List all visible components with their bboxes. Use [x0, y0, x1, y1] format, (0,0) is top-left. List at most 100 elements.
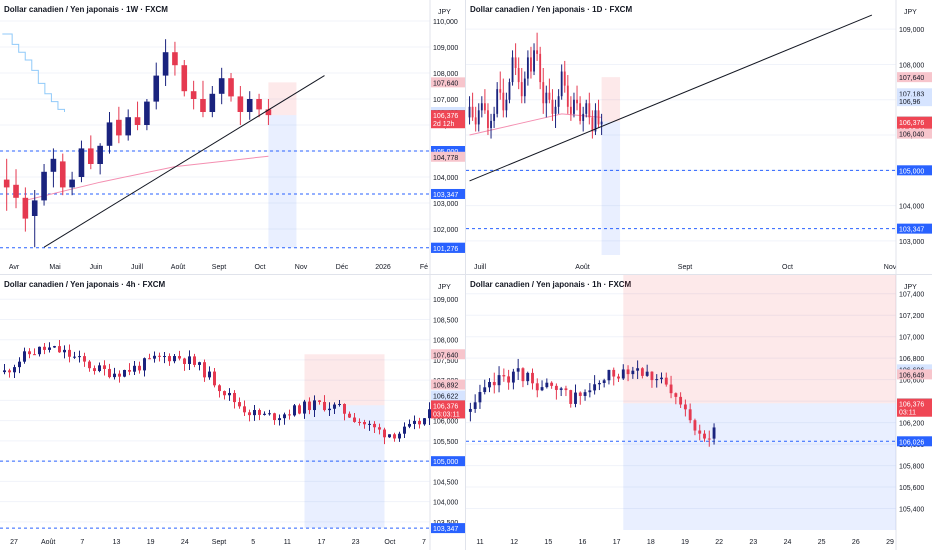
candle-body [594, 110, 597, 132]
candle-body [58, 346, 61, 353]
candle-body [138, 365, 141, 371]
price-tag-label: 106,622 [433, 393, 458, 400]
candle-body [428, 409, 431, 419]
candle-body [408, 423, 411, 427]
candle-body [502, 92, 505, 111]
x-tick-label: Fé [420, 264, 428, 271]
candle-body [248, 412, 251, 416]
x-tick-label: 12 [510, 539, 518, 546]
price-tag-label: 106,649 [899, 372, 924, 379]
candle-body [593, 384, 597, 391]
candle-body [243, 406, 246, 413]
chart-panel-1h[interactable]: Dollar canadien / Yen japonais · 1h · FX… [466, 275, 932, 550]
stop-zone [268, 82, 297, 116]
price-tag-label: 106,376 [899, 120, 924, 127]
candle-body [626, 369, 630, 375]
candle-body [564, 388, 568, 391]
candle-body [536, 50, 539, 54]
candle-body [238, 402, 241, 407]
candle-body [41, 171, 47, 201]
candle-body [576, 99, 578, 104]
candle-body [474, 117, 477, 125]
price-tag-bg [897, 72, 932, 83]
trendline [469, 14, 873, 182]
chart-panel-4h[interactable]: Dollar canadien / Yen japonais · 4h · FX… [0, 275, 466, 550]
chart-4h-canvas[interactable]: 109,000108,500108,000107,500107,000106,5… [0, 275, 466, 550]
price-tag-bg [897, 369, 932, 380]
candle-body [69, 179, 75, 188]
x-tick-label: Déc [336, 264, 349, 271]
price-tag-label: 106,376 [433, 403, 458, 410]
x-tick-label: 23 [749, 539, 757, 546]
candle-body [468, 106, 471, 118]
candle-body [607, 369, 611, 381]
price-tag-bg [897, 436, 932, 447]
price-tag-label: 107,183 [899, 91, 924, 98]
chart-1d-canvas[interactable]: 109,000108,000107,000106,000105,000104,0… [466, 0, 932, 275]
chart-1w-canvas[interactable]: 110,000109,000108,000107,000106,000105,0… [0, 0, 466, 275]
chart-title: Dollar canadien / Yen japonais · 1W · FX… [4, 5, 168, 14]
candle-body [496, 89, 499, 114]
x-tick-label: 26 [852, 539, 860, 546]
candle-body [540, 387, 544, 391]
candle-body [550, 382, 554, 386]
candle-body [621, 369, 625, 379]
candle-body [162, 52, 169, 76]
candle-body [693, 420, 697, 431]
candle-body [68, 349, 71, 357]
candle-body [551, 99, 554, 114]
x-tick-label: Mai [49, 264, 61, 271]
candle-body [493, 113, 496, 121]
candle-body [59, 161, 66, 188]
candle-body [703, 433, 706, 439]
candle-body [125, 117, 131, 136]
candle-body [511, 57, 514, 83]
y-tick-label: 105,800 [899, 464, 924, 471]
candle-body [507, 376, 511, 383]
candle-body [477, 110, 480, 125]
chart-1h-canvas[interactable]: 107,400107,200107,000106,800106,600106,4… [466, 275, 932, 550]
candle-body [688, 409, 692, 421]
candle-body [168, 356, 171, 362]
candle-body [78, 148, 85, 177]
candle-body [23, 351, 26, 362]
candle-body [582, 113, 585, 121]
candle-body [490, 120, 492, 128]
candle-body [483, 387, 487, 393]
candle-body [33, 354, 36, 356]
candle-body [563, 71, 566, 86]
candle-body [526, 372, 530, 382]
chart-panel-1w[interactable]: Dollar canadien / Yen japonais · 1W · FX… [0, 0, 466, 275]
candle-body [288, 414, 291, 416]
candle-body [497, 375, 501, 386]
candle-body [283, 414, 286, 419]
x-tick-label: 5 [251, 539, 255, 546]
x-tick-label: Août [575, 264, 589, 271]
candle-body [588, 103, 591, 118]
y-tick-label: 104,000 [433, 175, 458, 182]
price-tag-label: 106,96 [899, 99, 921, 106]
candle-body [579, 103, 582, 121]
candle-body [31, 200, 38, 216]
candle-body [256, 99, 262, 110]
candle-body [348, 413, 351, 418]
candle-body [679, 396, 683, 405]
candle-body [578, 392, 582, 396]
price-tag-label: 107,640 [899, 75, 924, 82]
x-tick-label: 13 [113, 539, 121, 546]
x-tick-label: 16 [579, 539, 587, 546]
candle-body [172, 52, 178, 66]
candle-body [378, 427, 381, 430]
y-tick-label: 105,500 [433, 439, 458, 446]
candle-body [273, 413, 276, 421]
candle-body [163, 356, 166, 358]
candle-body [398, 433, 401, 439]
x-tick-label: 24 [784, 539, 792, 546]
y-tick-label: 105,400 [899, 507, 924, 514]
chart-panel-1d[interactable]: Dollar canadien / Yen japonais · 1D · FX… [466, 0, 932, 275]
candle-body [636, 368, 640, 371]
price-tag-label: 103,347 [433, 192, 458, 199]
candle-body [63, 349, 66, 353]
candle-body [293, 405, 296, 416]
candle-body [535, 383, 539, 391]
